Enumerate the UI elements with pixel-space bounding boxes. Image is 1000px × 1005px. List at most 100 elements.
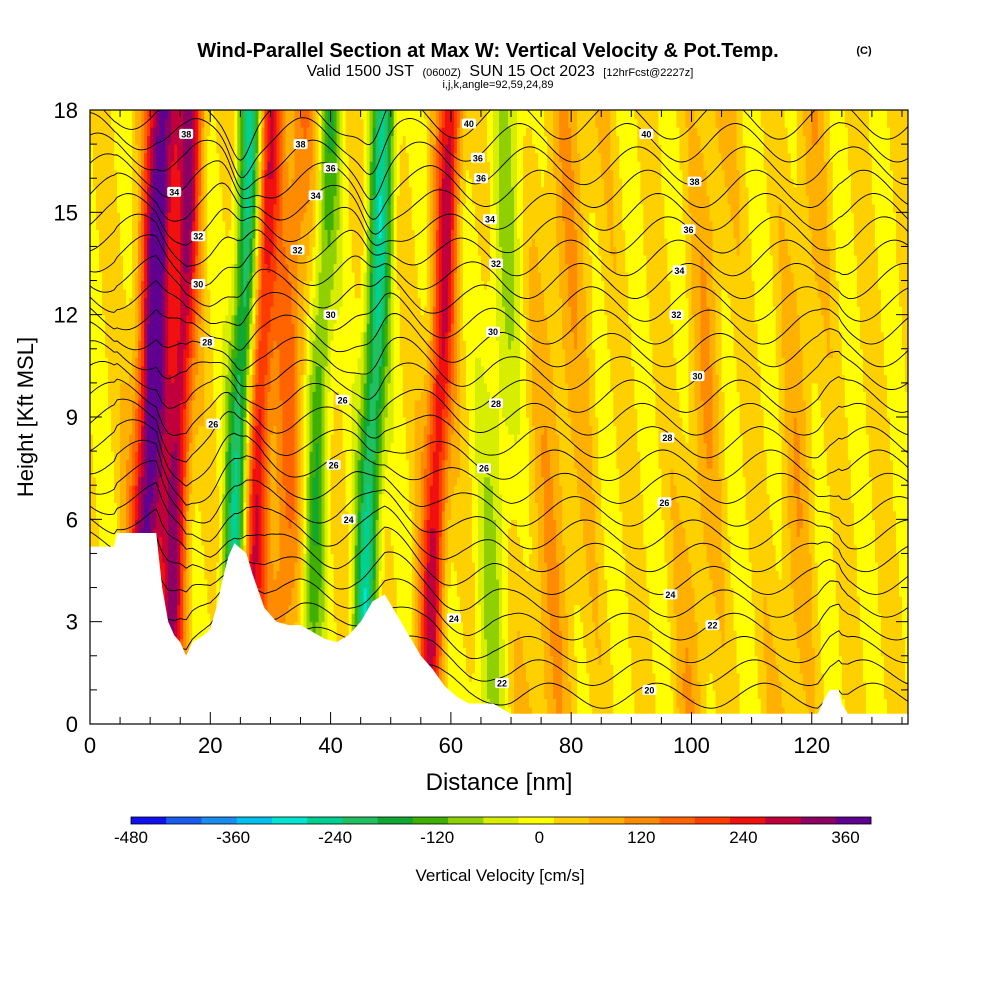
w-cell (117, 331, 121, 341)
w-cell (174, 374, 178, 384)
w-cell (162, 485, 166, 495)
w-cell (153, 485, 157, 495)
w-cell (99, 220, 103, 230)
w-cell (177, 297, 181, 307)
w-cell (192, 519, 196, 529)
w-cell (186, 493, 190, 503)
w-cell (114, 434, 118, 444)
w-cell (156, 110, 160, 120)
w-cell (114, 135, 118, 145)
w-cell (102, 365, 106, 375)
w-cell (189, 212, 193, 222)
w-cell (186, 476, 190, 486)
w-cell (150, 297, 154, 307)
w-cell (162, 306, 166, 316)
w-cell (201, 297, 205, 307)
w-cell (201, 246, 205, 256)
w-cell (147, 306, 151, 316)
w-cell (195, 374, 199, 384)
w-cell (126, 118, 130, 128)
w-cell (144, 374, 148, 384)
w-cell (171, 246, 175, 256)
w-cell (195, 587, 199, 597)
w-cell (135, 510, 139, 520)
w-cell (147, 195, 151, 205)
w-cell (165, 306, 169, 316)
w-cell (126, 110, 130, 120)
w-cell (108, 391, 112, 401)
w-cell (177, 579, 181, 589)
w-cell (156, 382, 160, 393)
w-cell (90, 263, 94, 273)
w-cell (162, 178, 166, 188)
w-cell (168, 391, 172, 401)
w-cell (120, 254, 124, 265)
w-cell (138, 519, 142, 529)
w-cell (108, 442, 112, 452)
w-cell (120, 246, 124, 256)
w-cell (183, 630, 187, 640)
w-cell (201, 272, 205, 282)
w-cell (156, 374, 160, 384)
w-cell (123, 237, 127, 248)
w-cell (129, 425, 133, 435)
w-cell (180, 263, 184, 273)
w-cell (174, 195, 178, 205)
w-cell (96, 417, 100, 427)
w-cell (114, 246, 118, 256)
w-cell (174, 280, 178, 290)
w-cell (138, 212, 142, 222)
w-cell (117, 178, 121, 188)
w-cell (90, 152, 94, 162)
w-cell (93, 314, 97, 324)
w-cell (126, 169, 130, 179)
w-cell (117, 118, 121, 128)
w-cell (120, 127, 124, 137)
w-cell (165, 604, 169, 614)
w-cell (180, 220, 184, 230)
w-cell (153, 246, 157, 256)
w-cell (111, 493, 115, 503)
w-cell (180, 630, 184, 640)
w-cell (201, 399, 205, 410)
w-cell (111, 169, 115, 179)
w-cell (111, 127, 115, 137)
w-cell (117, 323, 121, 333)
w-cell (120, 485, 124, 495)
w-cell (141, 203, 145, 213)
w-cell (108, 263, 112, 273)
w-cell (102, 220, 106, 230)
w-cell (138, 485, 142, 495)
w-cell (96, 246, 100, 256)
w-cell (192, 621, 196, 631)
w-cell (162, 237, 166, 248)
subtitle-date: SUN 15 Oct 2023 (469, 63, 595, 80)
w-cell (147, 246, 151, 256)
w-cell (165, 135, 169, 145)
w-cell (159, 135, 163, 145)
w-cell (198, 587, 202, 597)
w-cell (93, 485, 97, 495)
w-cell (90, 203, 94, 213)
w-cell (99, 323, 103, 333)
w-cell (117, 203, 121, 213)
w-cell (96, 127, 100, 137)
w-cell (114, 493, 118, 503)
w-cell (180, 186, 184, 196)
w-cell (111, 382, 115, 393)
w-cell (111, 365, 115, 375)
w-cell (171, 604, 175, 614)
w-cell (102, 382, 106, 393)
w-cell (105, 272, 109, 282)
w-cell (126, 127, 130, 137)
w-cell (183, 493, 187, 503)
w-cell (117, 237, 121, 248)
w-cell (111, 229, 115, 239)
w-cell (120, 306, 124, 316)
w-cell (183, 570, 187, 580)
w-cell (171, 314, 175, 324)
w-cell (120, 527, 124, 537)
w-cell (165, 408, 169, 418)
w-cell (171, 365, 175, 375)
w-cell (183, 331, 187, 341)
